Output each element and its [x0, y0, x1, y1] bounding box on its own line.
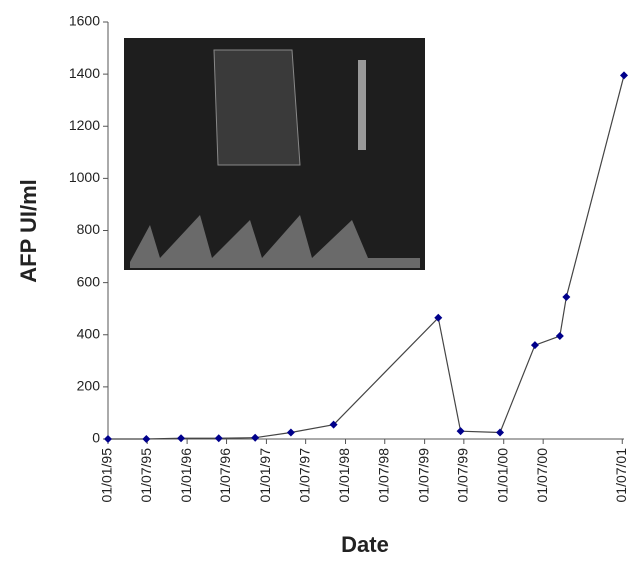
- data-point: [620, 71, 628, 79]
- x-tick-label: 01/07/95: [138, 448, 154, 503]
- y-tick-label: 200: [77, 378, 101, 394]
- data-point: [104, 435, 112, 443]
- y-tick-label: 800: [77, 221, 101, 237]
- x-tick-label: 01/01/95: [99, 448, 115, 503]
- data-point: [177, 434, 185, 442]
- x-tick-label: 01/01/00: [494, 448, 510, 503]
- data-point: [531, 341, 539, 349]
- data-point: [496, 428, 504, 436]
- x-tick-label: 01/07/97: [296, 448, 312, 503]
- data-point: [287, 428, 295, 436]
- y-axis-title: AFP UI/ml: [16, 179, 41, 283]
- chart: AFP UI/ml Date 0 200 400 600 800 1000 1200 1400…: [0, 0, 631, 563]
- y-tick-label: 1000: [69, 169, 100, 185]
- y-tick-label: 1600: [69, 13, 100, 29]
- data-point: [562, 293, 570, 301]
- x-tick-label: 01/07/01: [613, 448, 629, 503]
- data-point: [556, 332, 564, 340]
- y-tick-label: 400: [77, 325, 101, 341]
- data-point: [142, 435, 150, 443]
- x-tick-label: 01/07/99: [415, 448, 431, 503]
- data-point: [215, 434, 223, 442]
- data-point: [251, 434, 259, 442]
- gray-scale-bar: [358, 60, 366, 150]
- x-tick-label: 01/07/00: [534, 448, 550, 503]
- x-tick-label: 01/01/96: [178, 448, 194, 503]
- y-tick-label: 600: [77, 273, 101, 289]
- ultrasound-sector: [214, 50, 300, 165]
- x-tick-label: 01/01/98: [336, 448, 352, 503]
- x-tick-label: 01/07/98: [375, 448, 391, 503]
- x-tick-label: 01/07/96: [217, 448, 233, 503]
- y-tick-label: 1400: [69, 65, 100, 81]
- x-tick-label: 01/01/97: [257, 448, 273, 503]
- y-tick-label: 1200: [69, 117, 100, 133]
- data-point: [457, 427, 465, 435]
- y-tick-label: 0: [92, 430, 100, 446]
- x-axis-title: Date: [341, 532, 389, 557]
- x-tick-label: 01/07/99: [455, 448, 471, 503]
